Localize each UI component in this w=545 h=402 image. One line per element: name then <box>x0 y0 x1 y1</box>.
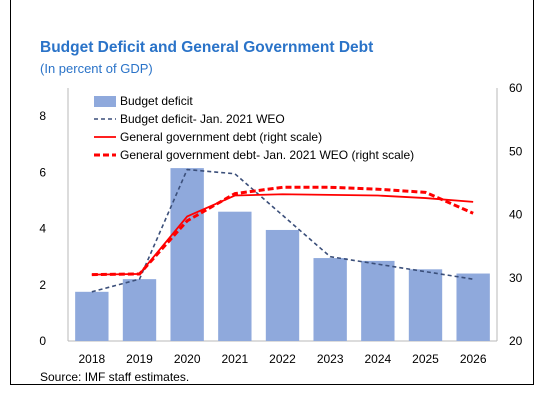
right-tick-label: 20 <box>509 334 523 348</box>
x-tick-label: 2020 <box>174 352 201 366</box>
left-tick-label: 4 <box>39 222 46 236</box>
x-tick-label: 2024 <box>364 352 391 366</box>
bar-2020 <box>170 168 204 341</box>
bar-2018 <box>75 291 109 341</box>
bar-2025 <box>408 269 443 341</box>
right-tick-label: 40 <box>509 208 523 222</box>
x-tick-label: 2021 <box>221 352 248 366</box>
bar-2019 <box>122 279 157 341</box>
legend-label: General government debt (right scale) <box>120 130 322 144</box>
bar-2021 <box>218 211 252 341</box>
bar-2023 <box>313 258 347 341</box>
legend-label: General government debt- Jan. 2021 WEO (… <box>120 148 414 162</box>
x-tick-label: 2025 <box>412 352 439 366</box>
left-tick-label: 2 <box>39 278 46 292</box>
x-tick-label: 2022 <box>269 352 296 366</box>
source-note: Source: IMF staff estimates. <box>40 370 190 384</box>
series-line-0 <box>91 168 474 293</box>
left-tick-label: 0 <box>39 334 46 348</box>
chart-subtitle: (In percent of GDP) <box>40 61 153 76</box>
bar-2022 <box>265 229 300 341</box>
legend-label: Budget deficit <box>120 94 193 108</box>
right-tick-label: 60 <box>509 81 523 95</box>
left-tick-label: 8 <box>39 109 46 123</box>
right-tick-label: 30 <box>509 271 523 285</box>
x-tick-label: 2019 <box>126 352 153 366</box>
chart-frame <box>10 0 534 385</box>
chart-title: Budget Deficit and General Government De… <box>40 39 374 56</box>
x-tick-label: 2023 <box>317 352 344 366</box>
bar-2024 <box>361 260 395 341</box>
legend-label: Budget deficit- Jan. 2021 WEO <box>120 112 285 126</box>
legend-swatch-bar <box>94 96 116 107</box>
x-tick-label: 2018 <box>78 352 105 366</box>
left-tick-label: 6 <box>39 165 46 179</box>
x-tick-label: 2026 <box>460 352 487 366</box>
right-tick-label: 50 <box>509 144 523 158</box>
bar-2026 <box>456 273 490 341</box>
